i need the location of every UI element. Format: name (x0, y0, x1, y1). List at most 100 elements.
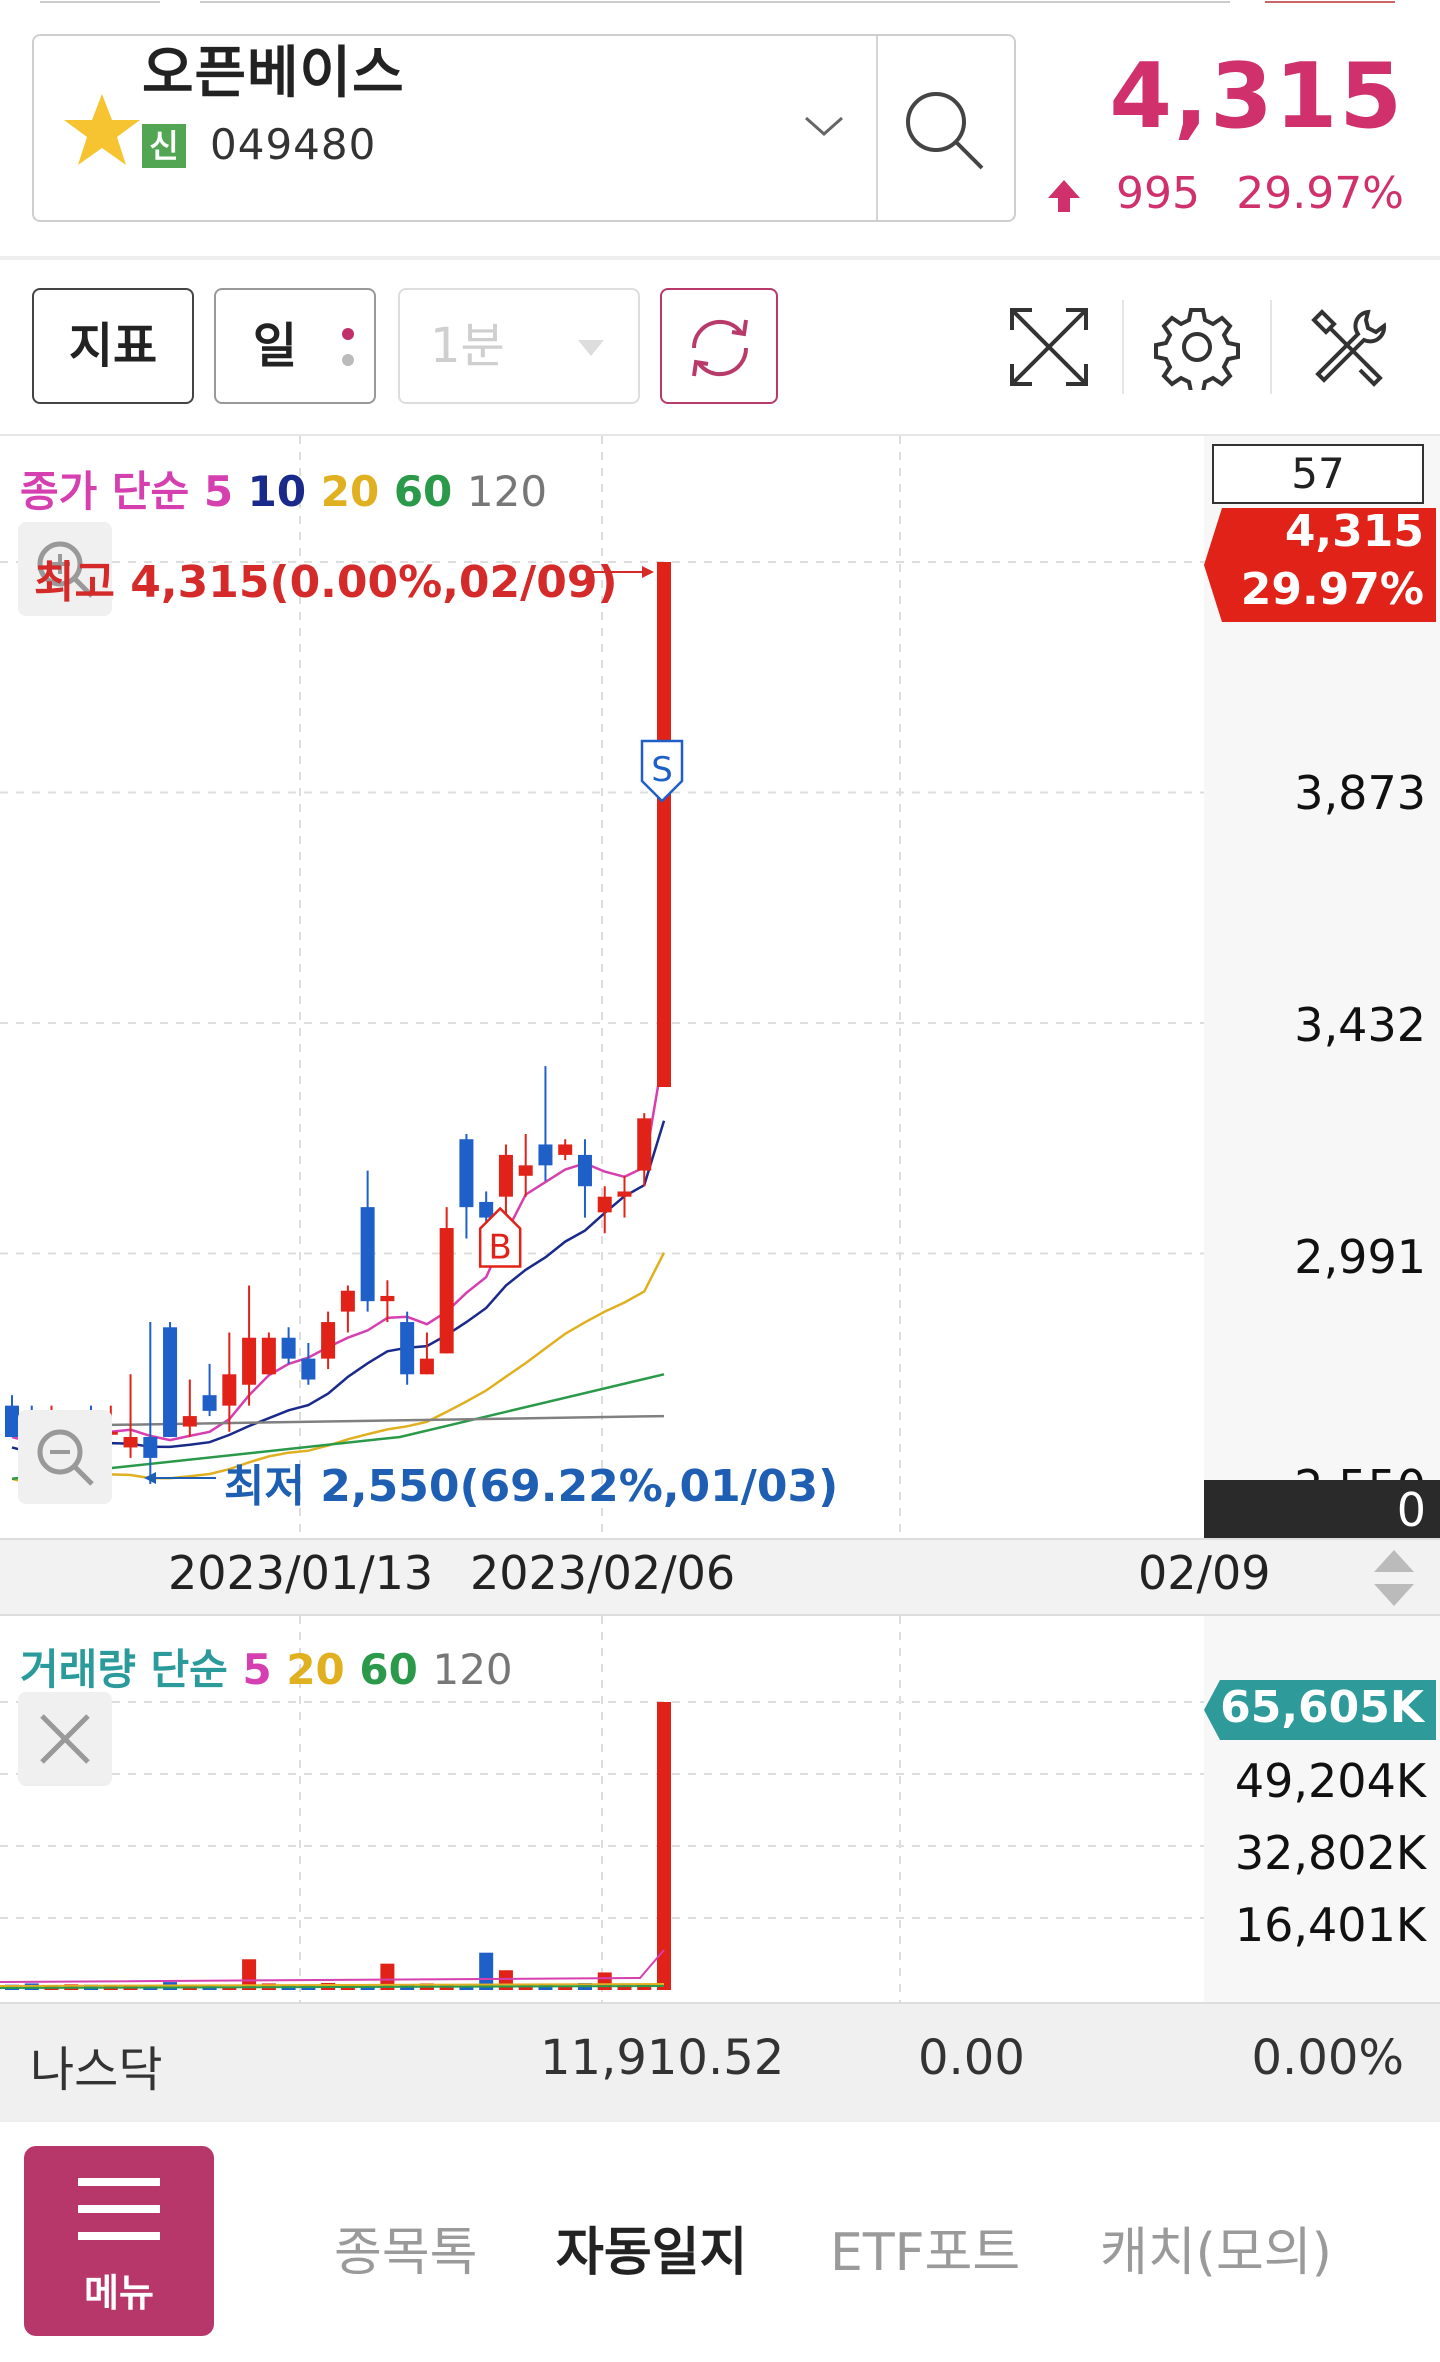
volume-bar (657, 1702, 671, 1990)
volume-y-tick: 49,204K (1234, 1754, 1426, 1808)
settings-gear-icon[interactable] (1154, 304, 1240, 390)
toolbar-divider (1122, 300, 1124, 394)
candle-body (637, 1118, 652, 1171)
change-value: 995 (1116, 168, 1200, 219)
price-legend: 종가 단순 5 10 20 60 120 (20, 458, 547, 519)
close-volume-button[interactable] (18, 1692, 112, 1786)
volume-bar (617, 1985, 632, 1990)
candle-body (439, 1228, 454, 1354)
candle-body (222, 1374, 237, 1406)
period-button[interactable]: 일 (214, 288, 376, 404)
candle-body (261, 1337, 276, 1375)
stock-code: 049480 (210, 120, 377, 169)
legend-ma20: 20 (320, 467, 380, 516)
candle-body (163, 1327, 178, 1437)
chevron-down-icon[interactable] (802, 112, 846, 140)
stock-selector[interactable] (32, 34, 1016, 222)
toolbar-divider (1270, 300, 1272, 394)
low-arrow-icon (144, 1472, 216, 1484)
volume-bar (558, 1986, 573, 1990)
candle-body (597, 1196, 612, 1213)
sell-marker (640, 739, 684, 803)
y-tick-clipped: 2,550 0 (1204, 1460, 1440, 1540)
y-tick: 3,432 (1294, 998, 1426, 1052)
ma-line-120 (11, 1414, 665, 1428)
candle-body (380, 1295, 395, 1302)
scroll-updown-icon[interactable] (1370, 1548, 1418, 1608)
candle-body (123, 1436, 138, 1448)
minute-label: 1분 (430, 318, 505, 374)
legend-prefix: 종가 단순 (20, 467, 190, 516)
legend-ma60: 60 (393, 467, 453, 516)
tab-catch-mock[interactable]: 캐치(모의) (1100, 2223, 1332, 2283)
close-icon (40, 1714, 90, 1764)
index-name: 나스닥 (30, 2042, 163, 2098)
index-change: 0.00 (918, 2030, 1025, 2086)
change-rate: 29.97% (1236, 168, 1404, 219)
volume-bar (479, 1952, 494, 1990)
volume-current-tag (1204, 1680, 1436, 1740)
tab-auto-journal[interactable]: 자동일지 (556, 2223, 748, 2283)
more-dots-icon (342, 328, 354, 366)
volume-legend: 거래량 단순 5 20 60 120 (20, 1636, 513, 1697)
volume-y-tick: 32,802K (1234, 1826, 1426, 1880)
candle-body (518, 1165, 533, 1176)
candle-body (340, 1290, 355, 1312)
candle-body (479, 1201, 494, 1218)
buy-marker (478, 1206, 522, 1268)
x-label: 2023/01/13 (168, 1546, 434, 1600)
candle-body (182, 1416, 197, 1427)
market-badge: 신 (142, 124, 186, 168)
high-arrow-icon (586, 566, 654, 578)
volume-bar (360, 1986, 375, 1990)
candle-body (202, 1395, 217, 1411)
candle-body (400, 1322, 415, 1375)
current-price: 4,315 (1109, 44, 1404, 149)
candle-body (360, 1207, 375, 1302)
index-ticker-bar[interactable] (0, 2002, 1440, 2122)
menu-button[interactable]: 메뉴 (24, 2146, 214, 2336)
toolbar-separator (0, 434, 1440, 436)
tab-stock-talk[interactable]: 종목톡 (334, 2223, 478, 2283)
zoom-in-button[interactable] (18, 522, 112, 616)
search-icon[interactable] (900, 86, 990, 176)
buy-marker-label: B (489, 1227, 512, 1267)
candle-body (419, 1358, 434, 1375)
legend-ma10: 10 (247, 467, 307, 516)
fullscreen-icon[interactable] (1006, 304, 1092, 390)
candle-body (617, 1191, 632, 1197)
candle-body (657, 562, 671, 1087)
zoom-out-icon (37, 1429, 94, 1486)
index-rate: 0.00% (1251, 2030, 1404, 2086)
candle-body (577, 1154, 592, 1187)
volume-ma-line-60 (0, 1985, 665, 1989)
header-separator (0, 256, 1440, 260)
refresh-button[interactable] (660, 288, 778, 404)
volume-bar (597, 1972, 612, 1990)
volume-legend-ma20: 20 (286, 1645, 345, 1694)
volume-bar (538, 1984, 553, 1990)
top-edge-strip (40, 1, 1395, 3)
favorite-star-icon[interactable] (62, 90, 142, 170)
zoom-in-icon (37, 541, 94, 598)
ma-line-5 (11, 1050, 666, 1444)
volume-bar (242, 1959, 257, 1990)
stock-name: 오픈베이스 (142, 41, 405, 106)
x-axis-bar (0, 1538, 1440, 1616)
volume-ma-line-5 (0, 1949, 665, 1983)
bottom-axis-tag: 0 (1396, 1483, 1426, 1537)
candle-body (301, 1358, 316, 1380)
current-price-tag-rate: 29.97% (1240, 564, 1424, 615)
candle-body (459, 1139, 474, 1208)
zoom-out-button[interactable] (18, 1410, 112, 1504)
menu-label: 메뉴 (84, 2271, 154, 2315)
visible-count-box: 57 (1212, 444, 1424, 504)
indicator-button[interactable]: 지표 (32, 288, 194, 404)
hamburger-icon (78, 2178, 160, 2240)
tab-etf-port[interactable]: ETF포트 (830, 2223, 1021, 2283)
volume-bar (439, 1985, 454, 1990)
ma-line-60 (11, 1373, 665, 1481)
ma-line-10 (11, 1120, 666, 1454)
tools-icon[interactable] (1304, 304, 1390, 390)
volume-legend-ma60: 60 (359, 1645, 418, 1694)
